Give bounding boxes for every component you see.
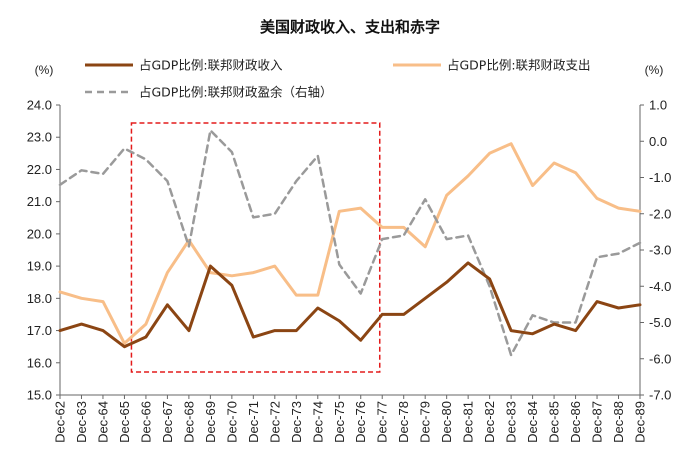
x-tick-label: Dec-79 xyxy=(418,401,433,443)
right-tick-label: -1.0 xyxy=(649,170,671,185)
x-tick-label: Dec-88 xyxy=(611,401,626,443)
x-tick-label: Dec-77 xyxy=(375,401,390,443)
x-tick-label: Dec-80 xyxy=(439,401,454,443)
x-tick-label: Dec-64 xyxy=(95,401,110,443)
series-line-2 xyxy=(58,129,642,357)
x-tick-label: Dec-85 xyxy=(547,401,562,443)
x-tick-label: Dec-69 xyxy=(203,401,218,443)
x-tick-label: Dec-65 xyxy=(117,401,132,443)
right-tick-label: 1.0 xyxy=(649,98,667,113)
x-tick-label: Dec-87 xyxy=(590,401,605,443)
x-tick-label: Dec-74 xyxy=(310,401,325,443)
x-tick-label: Dec-89 xyxy=(633,401,648,443)
left-tick-label: 22.0 xyxy=(27,162,52,177)
x-tick-label: Dec-84 xyxy=(525,401,540,443)
legend-label-2: 占GDP比例:联邦财政盈余（右轴） xyxy=(139,85,333,100)
x-tick-label: Dec-68 xyxy=(181,401,196,443)
x-tick-label: Dec-72 xyxy=(267,401,282,443)
left-tick-label: 17.0 xyxy=(27,323,52,338)
x-tick-label: Dec-75 xyxy=(332,401,347,443)
right-tick-label: -3.0 xyxy=(649,243,671,258)
x-tick-label: Dec-83 xyxy=(504,401,519,443)
x-tick-label: Dec-81 xyxy=(461,401,476,443)
highlight-box-group xyxy=(130,122,381,373)
left-tick-label: 15.0 xyxy=(27,388,52,403)
left-tick-label: 18.0 xyxy=(27,291,52,306)
series-line-1 xyxy=(58,142,642,345)
highlight-box xyxy=(130,122,381,373)
x-tick-label: Dec-67 xyxy=(160,401,175,443)
left-tick-label: 23.0 xyxy=(27,130,52,145)
right-tick-label: -2.0 xyxy=(649,206,671,221)
x-tick-label: Dec-78 xyxy=(396,401,411,443)
x-tick-label: Dec-73 xyxy=(289,401,304,443)
right-tick-label: -7.0 xyxy=(649,388,671,403)
x-tick-label: Dec-66 xyxy=(138,401,153,443)
legend: 占GDP比例:联邦财政收入 占GDP比例:联邦财政支出占GDP比例:联邦财政盈余（… xyxy=(85,58,591,100)
left-tick-label: 16.0 xyxy=(27,355,52,370)
left-tick-label: 19.0 xyxy=(27,259,52,274)
chart-title: 美国财政收入、支出和赤字 xyxy=(260,18,440,36)
right-axis-unit: (%) xyxy=(645,63,664,77)
axes: 24.0 23.0 22.0 21.0 20.0 19.0 18.0 17.0 16.0 15.0… xyxy=(27,98,672,443)
left-tick-label: 24.0 xyxy=(27,98,52,113)
left-axis-unit: (%) xyxy=(35,63,54,77)
left-tick-label: 21.0 xyxy=(27,194,52,209)
right-tick-label: -4.0 xyxy=(649,279,671,294)
right-tick-label: -6.0 xyxy=(649,351,671,366)
x-tick-label: Dec-86 xyxy=(568,401,583,443)
x-tick-label: Dec-71 xyxy=(246,401,261,443)
right-tick-label: 0.0 xyxy=(649,134,667,149)
legend-label-1: 占GDP比例:联邦财政支出 xyxy=(447,58,591,73)
legend-label-0: 占GDP比例:联邦财政收入 xyxy=(139,58,283,73)
x-tick-label: Dec-62 xyxy=(53,401,68,443)
series-line-0 xyxy=(58,261,642,349)
x-tick-label: Dec-82 xyxy=(482,401,497,443)
x-tick-label: Dec-76 xyxy=(353,401,368,443)
left-tick-label: 20.0 xyxy=(27,226,52,241)
right-tick-label: -5.0 xyxy=(649,315,671,330)
series-lines xyxy=(58,129,642,357)
x-tick-label: Dec-70 xyxy=(224,401,239,443)
x-tick-label: Dec-63 xyxy=(74,401,89,443)
